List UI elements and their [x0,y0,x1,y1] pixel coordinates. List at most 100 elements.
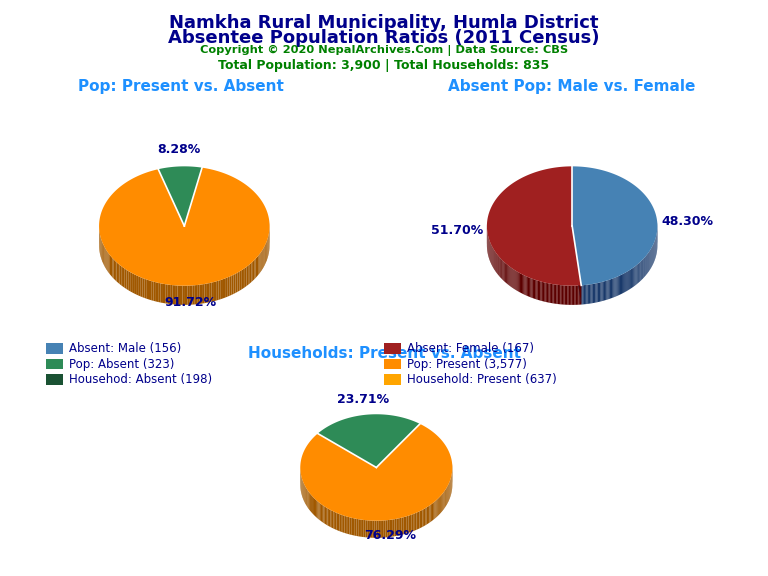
Polygon shape [636,265,637,285]
Polygon shape [444,491,445,509]
Polygon shape [595,283,597,302]
Polygon shape [522,274,523,294]
Polygon shape [638,263,639,283]
Text: Househod: Absent (198): Househod: Absent (198) [69,373,212,386]
Polygon shape [311,495,312,513]
Polygon shape [339,514,341,532]
Polygon shape [310,494,311,512]
Polygon shape [187,286,190,305]
Polygon shape [195,285,197,305]
Polygon shape [551,284,552,303]
Polygon shape [329,509,330,527]
Polygon shape [545,283,547,302]
Polygon shape [314,498,315,516]
Polygon shape [318,414,420,468]
Polygon shape [512,268,514,289]
Polygon shape [620,275,621,295]
Polygon shape [415,513,416,530]
Polygon shape [141,277,142,297]
Polygon shape [120,265,121,285]
Text: Pop: Present (3,577): Pop: Present (3,577) [407,358,527,370]
Polygon shape [632,268,633,288]
Polygon shape [418,511,419,529]
Polygon shape [412,514,413,532]
Polygon shape [517,271,518,291]
Polygon shape [134,274,136,294]
Polygon shape [167,285,170,304]
Polygon shape [506,264,507,283]
Text: Absent Pop: Male vs. Female: Absent Pop: Male vs. Female [449,79,696,94]
Polygon shape [510,267,511,286]
Polygon shape [341,515,343,532]
Text: Absent: Male (156): Absent: Male (156) [69,342,181,355]
Polygon shape [236,272,237,293]
Polygon shape [629,270,630,290]
Polygon shape [639,263,640,282]
Polygon shape [614,278,615,297]
Polygon shape [214,281,217,301]
Polygon shape [604,281,605,301]
Polygon shape [552,284,554,304]
Polygon shape [583,285,584,305]
Polygon shape [313,497,314,515]
Polygon shape [151,281,154,301]
Polygon shape [419,510,421,528]
Polygon shape [163,284,165,304]
Polygon shape [421,510,422,528]
Polygon shape [622,274,623,294]
Polygon shape [260,251,262,272]
Polygon shape [231,275,233,295]
Polygon shape [580,285,581,305]
Polygon shape [637,264,638,284]
Polygon shape [562,285,563,305]
Polygon shape [131,272,132,293]
Polygon shape [330,510,332,528]
Polygon shape [631,268,632,289]
Polygon shape [572,226,581,305]
Polygon shape [395,519,396,536]
Polygon shape [243,268,245,289]
Polygon shape [589,285,591,304]
Polygon shape [577,286,578,305]
Polygon shape [515,271,517,290]
Polygon shape [230,276,231,296]
Polygon shape [110,255,111,276]
Polygon shape [108,253,110,274]
Polygon shape [402,517,403,535]
Polygon shape [427,506,428,525]
Polygon shape [307,490,308,509]
Polygon shape [212,282,214,302]
Polygon shape [359,519,360,537]
Polygon shape [105,249,107,270]
Polygon shape [227,276,230,297]
Polygon shape [428,506,429,524]
Polygon shape [345,516,346,533]
Polygon shape [520,273,521,293]
Polygon shape [518,272,520,293]
Polygon shape [391,520,392,537]
Polygon shape [124,268,127,289]
Text: Namkha Rural Municipality, Humla District: Namkha Rural Municipality, Humla Distric… [169,14,599,32]
Polygon shape [149,281,151,300]
Text: Absentee Population Ratios (2011 Census): Absentee Population Ratios (2011 Census) [168,29,600,47]
Polygon shape [161,283,163,303]
Polygon shape [384,520,386,537]
Polygon shape [237,271,240,292]
Polygon shape [554,285,555,304]
Polygon shape [416,512,418,530]
Polygon shape [335,512,336,530]
Polygon shape [247,266,248,286]
Polygon shape [431,504,432,522]
Polygon shape [128,271,131,291]
Polygon shape [508,266,510,286]
Polygon shape [410,514,412,532]
Polygon shape [534,279,535,299]
Polygon shape [180,286,183,305]
Polygon shape [142,278,144,298]
Polygon shape [435,500,437,518]
Polygon shape [386,520,387,537]
Polygon shape [121,266,123,287]
Polygon shape [607,280,609,300]
Polygon shape [209,283,212,302]
Polygon shape [535,280,537,300]
